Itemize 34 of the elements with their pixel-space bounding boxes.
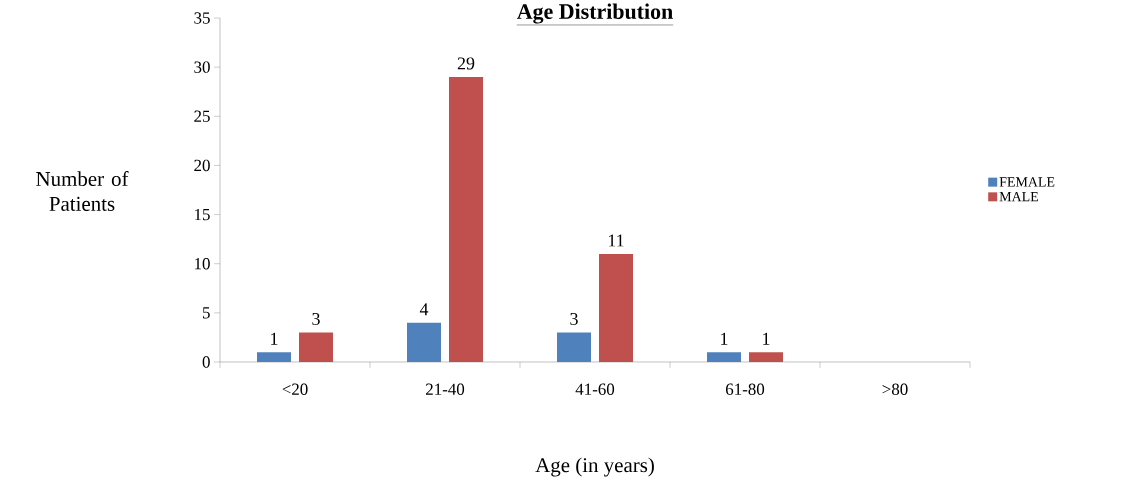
data-label: 4: [419, 303, 429, 316]
bar: [707, 352, 741, 362]
data-label: 3: [570, 312, 578, 325]
x-axis-title: Age (in years): [535, 457, 654, 477]
x-tick-label: 41-60: [575, 383, 615, 395]
chart-title: Age Distribution: [516, 3, 673, 24]
bar: [449, 76, 483, 362]
y-tick-label: 30: [194, 61, 210, 73]
bar: [557, 332, 591, 362]
bar: [407, 322, 441, 362]
y-axis-title: Number of Patients: [36, 171, 129, 211]
x-tick-label: >80: [882, 383, 908, 395]
bar: [599, 253, 633, 362]
data-label: 29: [457, 57, 475, 70]
x-tick-label: <20: [282, 383, 308, 395]
data-label: 3: [312, 312, 320, 325]
y-tick-label: 25: [194, 110, 210, 122]
y-tick-label: 20: [194, 159, 210, 172]
bar: [299, 332, 333, 362]
data-label: 1: [763, 332, 770, 345]
bar: [257, 352, 291, 362]
y-tick-label: 35: [194, 12, 210, 24]
data-label: 1: [271, 332, 278, 345]
legend-label: FEMALE: [999, 177, 1055, 187]
data-label: 1: [721, 332, 728, 345]
data-label: 11: [608, 234, 624, 247]
y-tick-label: 0: [202, 356, 210, 368]
y-tick-label: 15: [195, 208, 210, 221]
y-tick-label: 10: [195, 258, 210, 270]
y-tick-label: 5: [203, 307, 210, 319]
x-tick-label: 61-80: [725, 383, 765, 395]
bar: [749, 352, 783, 362]
x-tick-label: 21-40: [426, 383, 465, 395]
legend-label: MALE: [999, 191, 1039, 202]
